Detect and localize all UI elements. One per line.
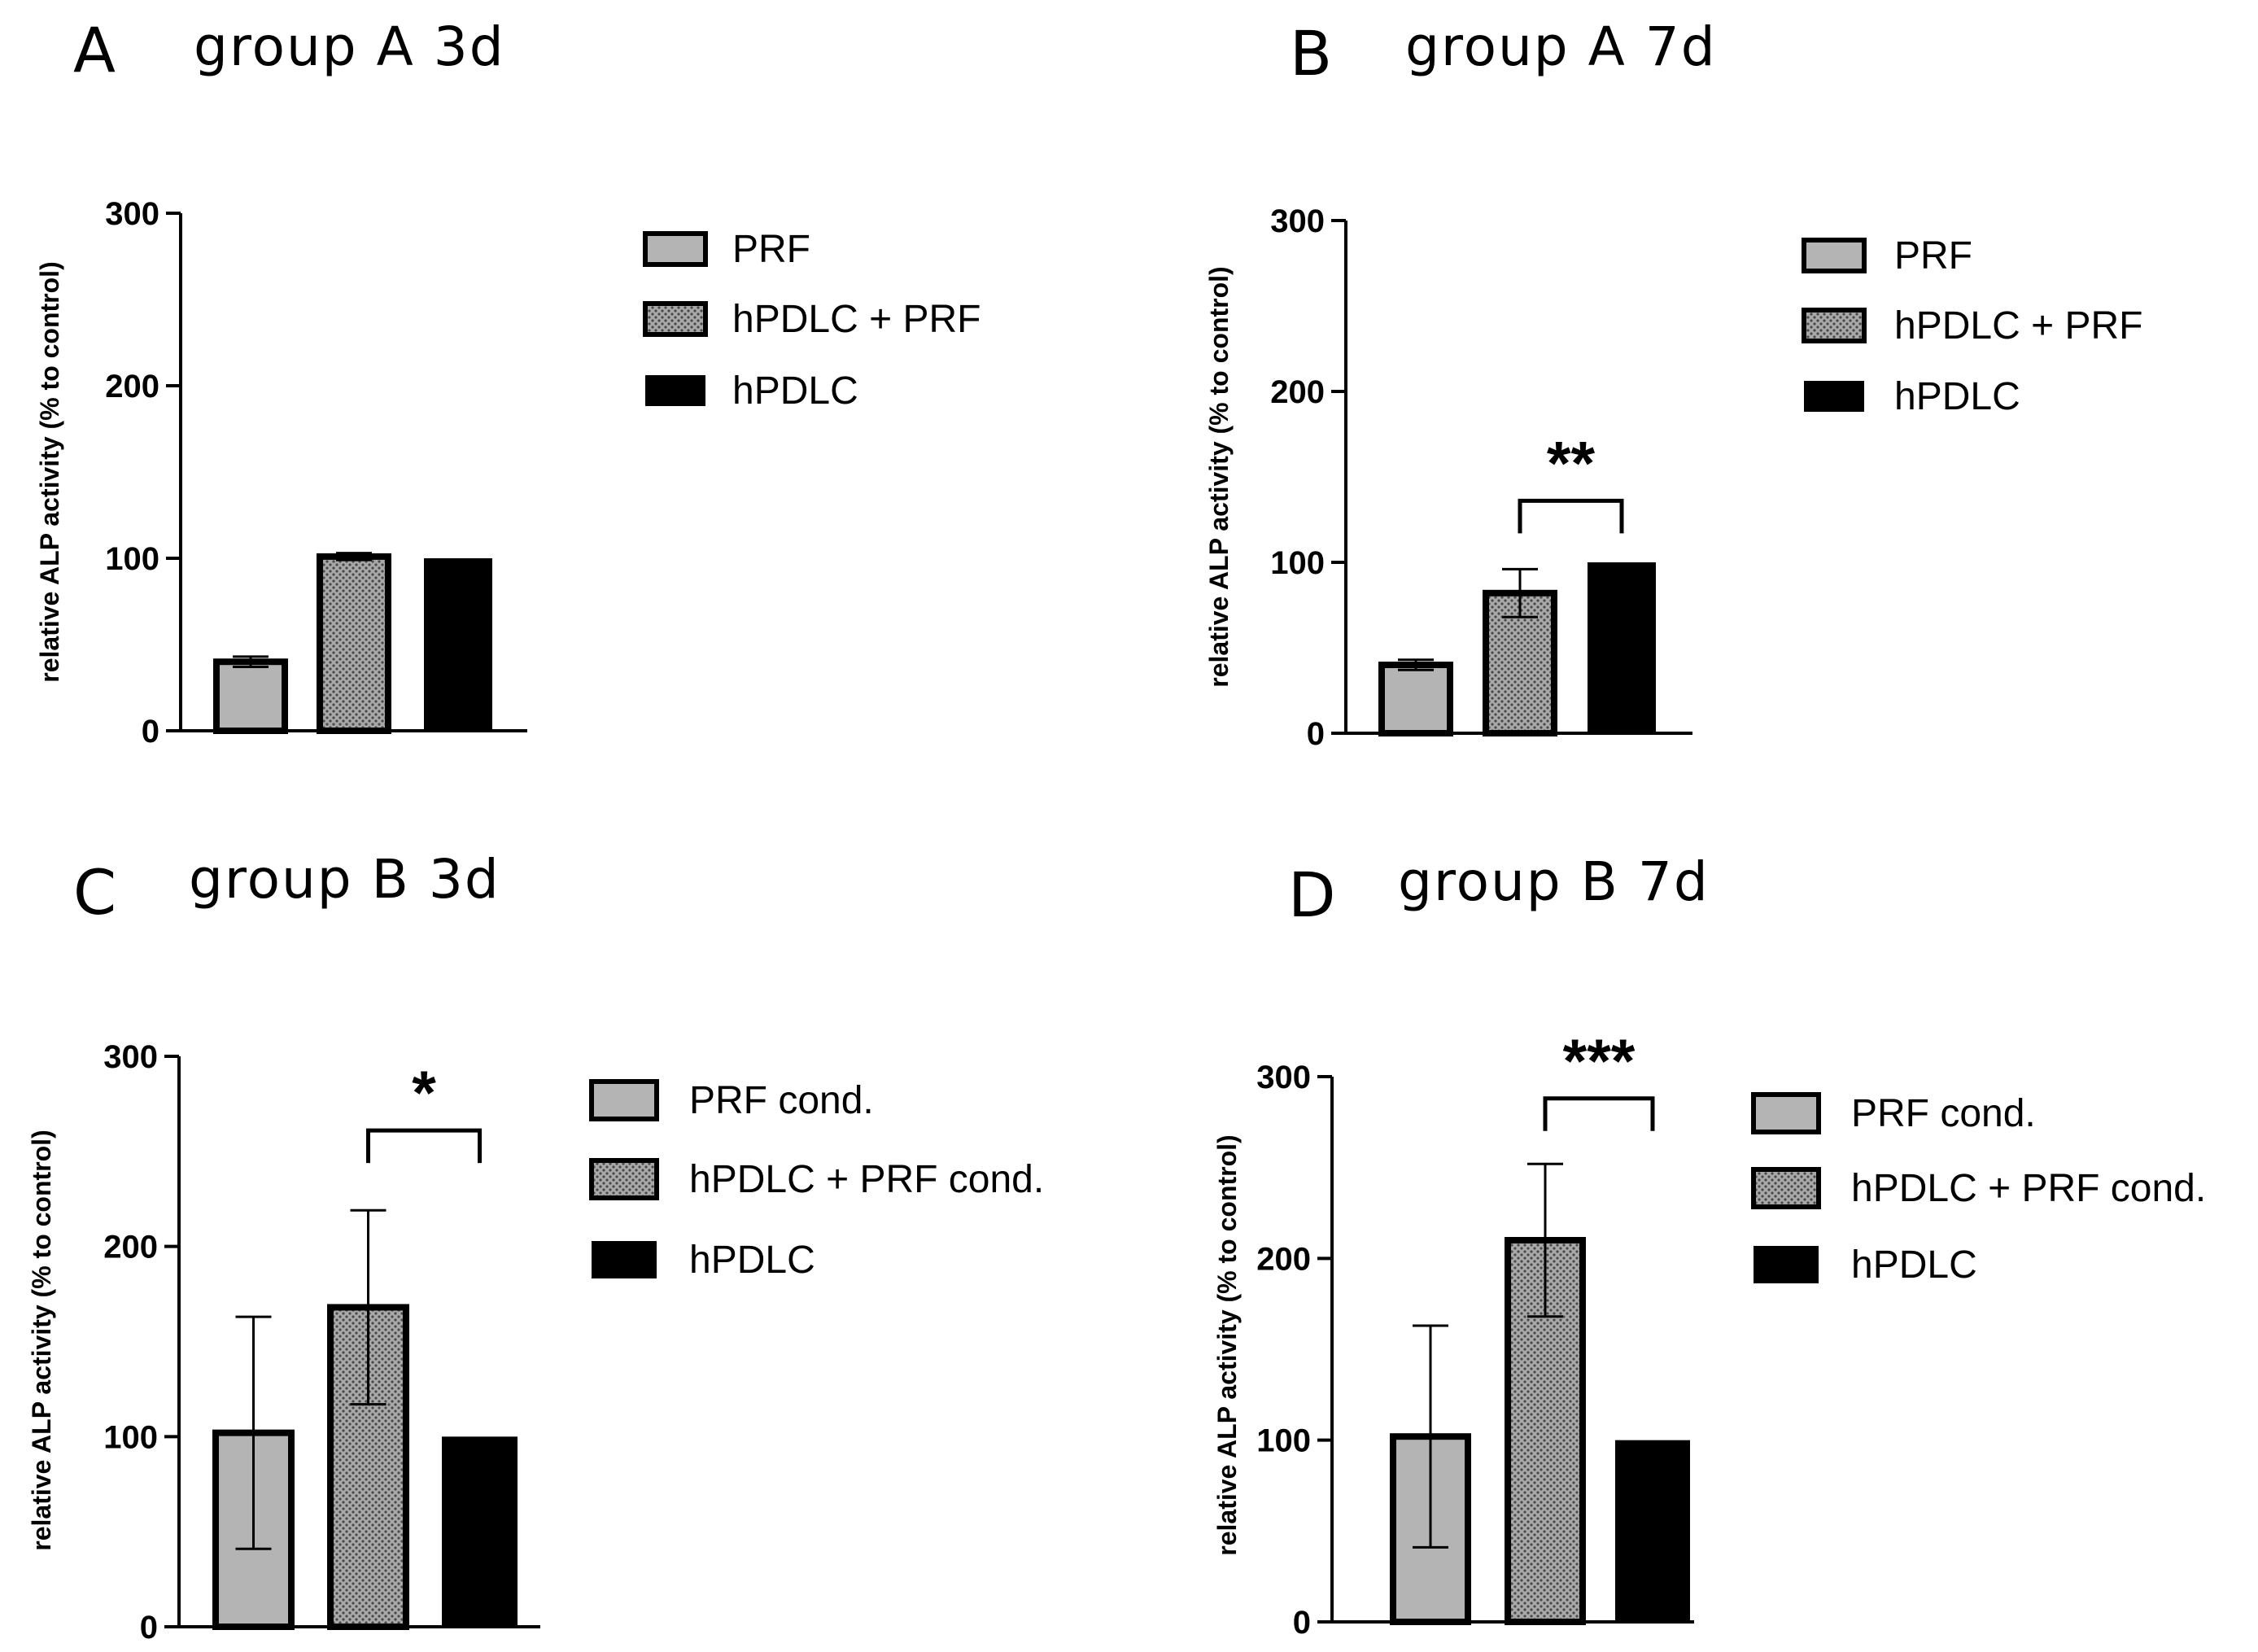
y-tick-label: 200 — [103, 1230, 158, 1265]
significance-label: * — [412, 1059, 436, 1128]
chart-title: group B 3d — [189, 848, 500, 911]
legend-label: hPDLC + PRF cond. — [1851, 1167, 2206, 1210]
y-tick-label: 200 — [1270, 374, 1325, 410]
legend-swatch-dotted — [589, 1158, 659, 1200]
y-tick-label: 300 — [103, 1039, 158, 1075]
y-tick-label: 300 — [1270, 203, 1325, 239]
bar-black — [1588, 562, 1656, 733]
legend-swatch-dotted — [1751, 1167, 1821, 1209]
y-tick-label: 100 — [103, 1419, 158, 1455]
y-axis-label: relative ALP activity (% to control) — [1212, 1134, 1242, 1555]
legend-label: hPDLC + PRF cond. — [689, 1158, 1044, 1201]
bar-gray — [1378, 662, 1453, 736]
legend-swatch-black — [1804, 381, 1864, 412]
y-tick-label: 100 — [1256, 1423, 1311, 1459]
y-axis-label: relative ALP activity (% to control) — [35, 261, 64, 682]
y-tick-label: 0 — [1307, 716, 1325, 752]
panel-letter: A — [73, 14, 116, 86]
legend-swatch-black — [645, 375, 705, 406]
legend-swatch-black — [592, 1241, 657, 1278]
bar-dotted — [317, 553, 391, 734]
chart-title: group A 3d — [194, 15, 505, 78]
legend-label: PRF cond. — [689, 1079, 874, 1122]
legend-label: PRF — [1894, 234, 1972, 278]
significance-bracket — [366, 1128, 482, 1164]
significance-bracket — [1543, 1096, 1655, 1131]
legend-swatch-gray — [1751, 1092, 1821, 1134]
legend-label: PRF cond. — [1851, 1092, 2036, 1135]
panel-letter: C — [73, 856, 116, 929]
y-axis-label: relative ALP activity (% to control) — [27, 1130, 56, 1550]
legend-label: PRF — [732, 228, 810, 271]
y-tick-label: 0 — [1293, 1605, 1311, 1641]
legend-swatch-black — [1754, 1246, 1819, 1283]
legend-label: hPDLC — [732, 369, 858, 413]
y-tick-label: 200 — [1256, 1241, 1311, 1277]
legend-label: hPDLC — [1894, 375, 2020, 418]
legend-label: hPDLC — [689, 1239, 815, 1282]
bar-black — [424, 558, 492, 731]
y-tick-label: 0 — [142, 714, 159, 750]
chart-title: group A 7d — [1405, 15, 1717, 78]
legend-swatch-dotted — [643, 301, 708, 337]
chart-title: group B 7d — [1398, 850, 1710, 913]
y-tick-label: 200 — [105, 369, 159, 404]
legend-swatch-gray — [589, 1079, 659, 1121]
panel-letter: B — [1290, 17, 1332, 90]
y-tick-label: 300 — [1256, 1060, 1311, 1095]
significance-label: ** — [1547, 429, 1596, 498]
panel-letter: D — [1288, 859, 1336, 931]
legend-swatch-dotted — [1802, 308, 1867, 343]
legend-label: hPDLC + PRF — [1894, 304, 2142, 347]
y-tick-label: 300 — [105, 196, 159, 232]
y-tick-label: 100 — [1270, 545, 1325, 581]
bar-gray — [213, 658, 288, 735]
legend-label: hPDLC — [1851, 1243, 1977, 1287]
y-tick-label: 0 — [140, 1610, 158, 1645]
significance-label: *** — [1563, 1027, 1636, 1096]
legend-swatch-gray — [643, 231, 708, 267]
bar-black — [442, 1436, 518, 1627]
y-axis-label: relative ALP activity (% to control) — [1204, 266, 1234, 687]
legend-label: hPDLC + PRF — [732, 298, 981, 341]
significance-bracket — [1518, 498, 1624, 534]
y-tick-label: 100 — [105, 541, 159, 577]
legend-swatch-gray — [1802, 238, 1867, 273]
bar-black — [1615, 1440, 1690, 1622]
